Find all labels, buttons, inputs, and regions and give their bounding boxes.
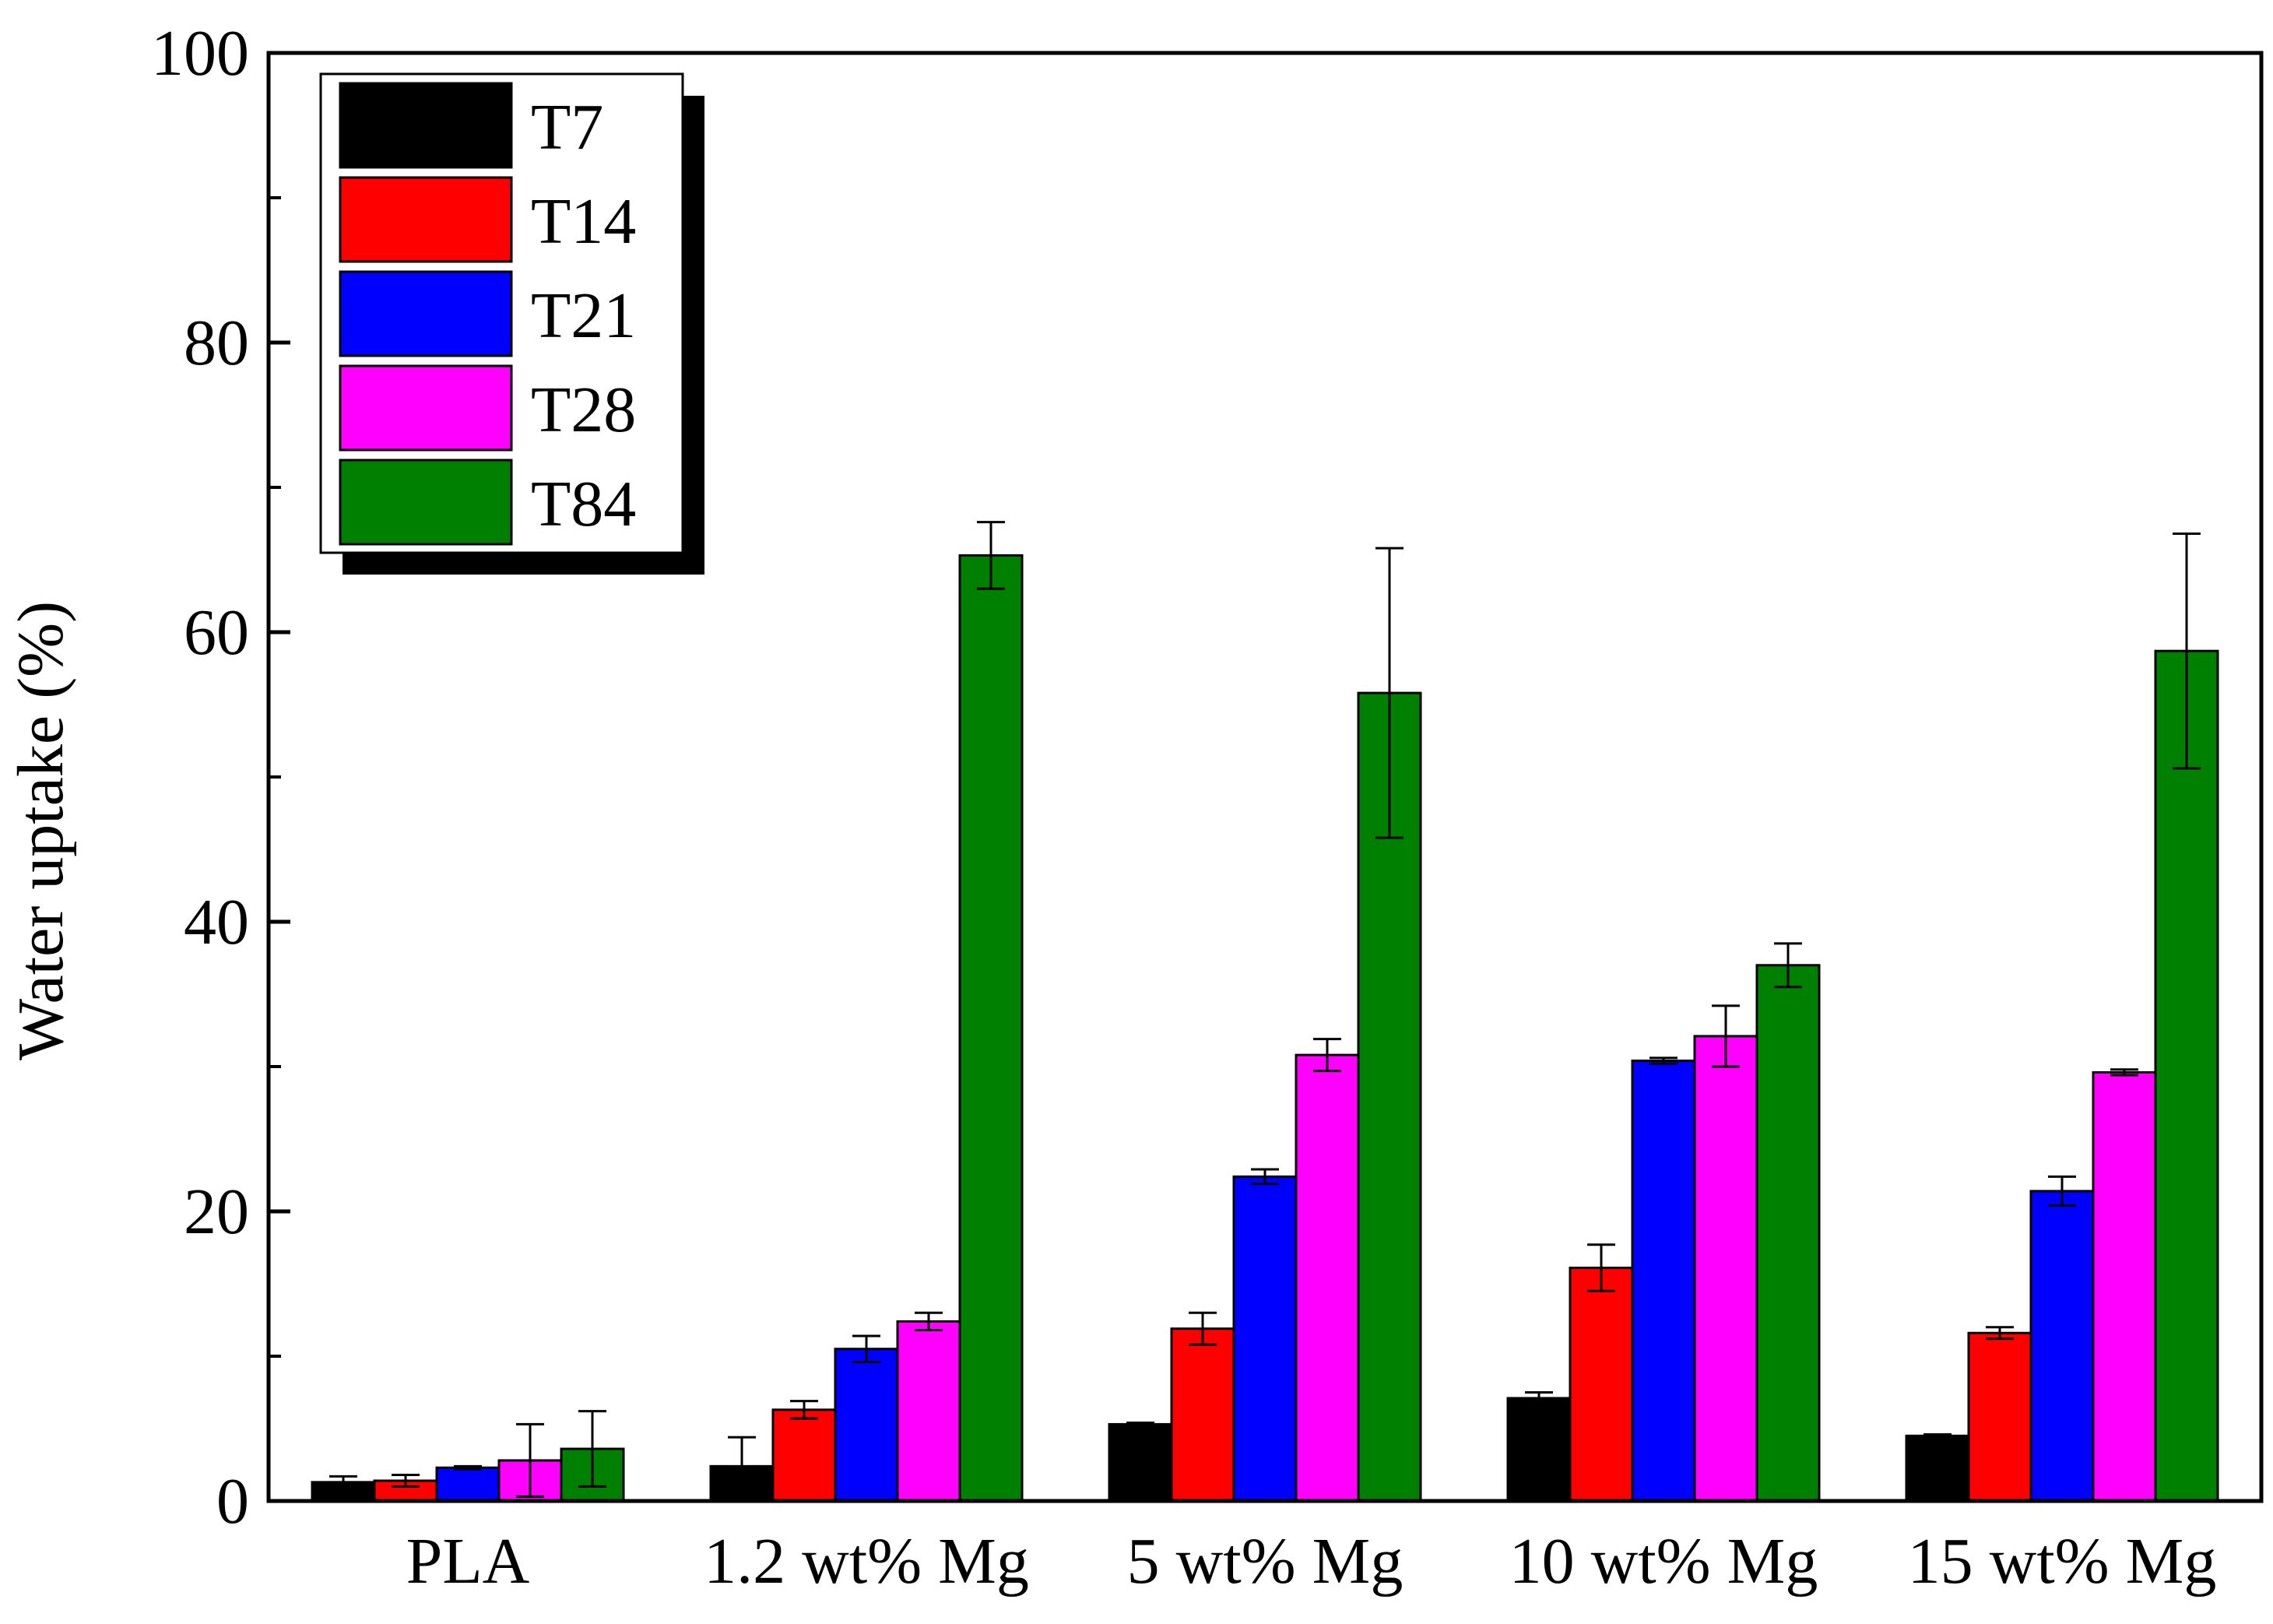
legend: T7 T14 T21 T28 T84 [319,72,704,575]
bar-t21-2 [1232,1175,1298,1503]
bar-t14-3 [1569,1267,1634,1503]
bar-t84-1 [958,554,1024,1503]
bar-t28-4 [2092,1070,2157,1503]
legend-label-t21: T21 [531,279,636,352]
bars [311,521,2219,1503]
tick-labels: 0 20 40 60 80 100 PLA 1.2 wt% Mg 5 wt% Mg 10 wt% … [151,17,2216,1598]
bar-t21-3 [1631,1060,1696,1503]
bar-t7-4 [1905,1434,1970,1503]
y-tick-label: 20 [184,1176,249,1248]
bar-t28-1 [896,1320,961,1503]
bar-t84-3 [1755,964,1821,1503]
x-tick-label: 10 wt% Mg [1509,1525,1818,1598]
plot-frame [266,51,2264,1503]
legend-swatch-t28 [339,364,513,452]
legend-label-t28: T28 [531,374,636,446]
legend-label-t7: T7 [531,91,603,163]
bar-t14-4 [1967,1331,2032,1503]
y-tick-label: 60 [184,596,249,669]
y-axis-title: Water uptake (%) [5,601,77,1060]
bar-t14-1 [771,1408,837,1503]
x-tick-label: 5 wt% Mg [1127,1525,1403,1598]
y-tick-label: 40 [184,886,249,958]
x-tick-label: 1.2 wt% Mg [704,1525,1029,1598]
bar-t21-1 [834,1348,899,1503]
bar-t21-4 [2029,1190,2095,1503]
y-tick-label: 80 [184,307,249,379]
x-tick-label: 15 wt% Mg [1908,1525,2217,1598]
bar-t84-4 [2154,649,2219,1503]
bar-t21-0 [435,1466,501,1503]
legend-swatch-t21 [339,270,513,357]
x-tick-label: PLA [406,1525,530,1598]
bar-t14-2 [1170,1327,1235,1503]
bar-t28-2 [1295,1053,1360,1503]
bar-t7-2 [1108,1422,1173,1503]
y-tick-label: 0 [216,1465,249,1538]
bar-t28-3 [1693,1035,1758,1503]
y-tick-label: 100 [151,17,249,90]
legend-swatch-t14 [339,176,513,263]
bar-t7-3 [1506,1397,1572,1503]
legend-label-t84: T84 [531,468,636,540]
legend-swatch-t7 [339,82,513,169]
legend-label-t14: T14 [531,185,636,258]
legend-swatch-t84 [339,459,513,546]
